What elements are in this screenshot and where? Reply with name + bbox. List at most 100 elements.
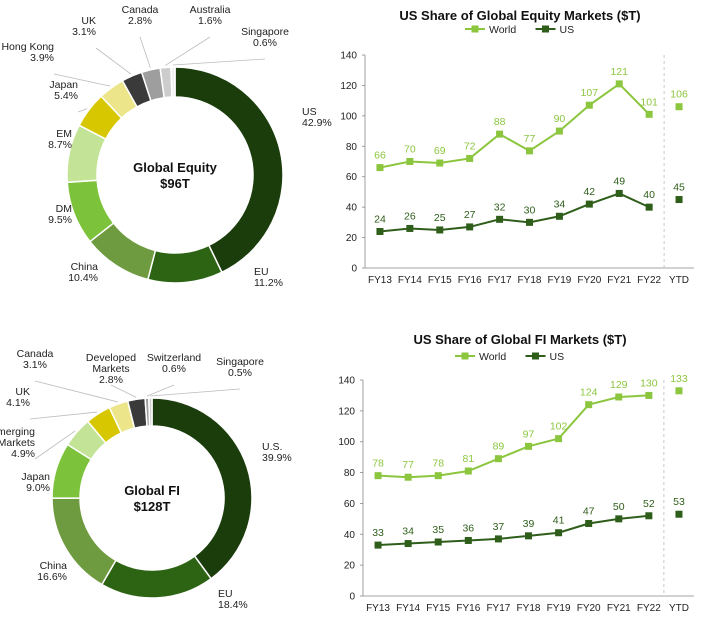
data-point: [496, 215, 504, 223]
data-label: 88: [494, 116, 506, 128]
data-label: 49: [613, 175, 625, 187]
data-point: [494, 535, 502, 543]
data-point: [585, 200, 593, 208]
data-label: 35: [432, 524, 444, 536]
x-tick-label: FY14: [396, 603, 420, 614]
slice-label-0: US: [302, 106, 317, 118]
data-point: [434, 538, 442, 546]
leader-line-9: [150, 388, 241, 397]
data-point: [374, 472, 382, 480]
legend-label-1: US: [560, 24, 575, 36]
data-point: [464, 536, 472, 544]
y-tick-label: 60: [346, 172, 358, 183]
data-label: 129: [610, 379, 628, 391]
data-point: [615, 515, 623, 523]
slice-label-4: EM: [56, 128, 72, 140]
data-point: [406, 224, 414, 232]
leader-line-5: [29, 411, 98, 420]
y-tick-label: 0: [349, 592, 355, 603]
data-point: [404, 473, 412, 481]
slice-value-7: 2.8%: [99, 374, 123, 386]
data-point: [555, 212, 563, 220]
slice-value-3: 9.0%: [26, 482, 50, 494]
data-label: 107: [581, 87, 599, 99]
slice-value-10: 0.6%: [253, 37, 277, 49]
slice-label-1: EU: [218, 588, 233, 600]
x-tick-label: YTD: [669, 603, 689, 614]
data-point: [645, 203, 653, 211]
legend-swatch-marker-1: [542, 25, 549, 33]
x-tick-label: FY16: [456, 603, 480, 614]
data-label: 78: [432, 458, 444, 470]
slice-label-9: Australia: [190, 4, 231, 16]
chart-title: US Share of Global FI Markets ($T): [413, 332, 626, 347]
data-label: 32: [494, 201, 506, 213]
slice-label-6: Canada: [17, 348, 54, 360]
data-point: [526, 147, 533, 155]
data-label: 52: [643, 498, 655, 510]
donut-center-value: $128T: [134, 499, 171, 514]
data-point: [555, 127, 563, 135]
slice-label-8: Switzerland: [147, 352, 201, 364]
data-point: [675, 510, 683, 518]
data-label: 25: [434, 212, 446, 224]
x-tick-label: FY14: [398, 275, 422, 286]
legend-label-0: World: [479, 351, 506, 363]
data-label: 36: [462, 522, 474, 534]
x-tick-label: FY15: [426, 603, 450, 614]
slice-label-9: Singapore: [216, 356, 264, 368]
data-point: [585, 401, 593, 409]
data-point: [525, 442, 532, 450]
line-chart-2: US Share of Global FI Markets ($T) World U…: [338, 332, 694, 614]
slice-value-5: 4.1%: [6, 397, 30, 409]
donut-center-title: Global Equity: [133, 160, 218, 175]
data-label: 106: [670, 89, 688, 101]
data-label: 39: [523, 518, 535, 530]
x-tick-label: FY22: [637, 603, 661, 614]
data-point: [615, 80, 623, 88]
data-label: 26: [404, 210, 416, 222]
data-point: [555, 435, 563, 443]
donut-center-value: $96T: [160, 176, 190, 191]
data-label: 53: [673, 496, 685, 508]
data-point: [585, 101, 593, 109]
data-label: 37: [493, 521, 505, 533]
slice-value-5: 5.4%: [54, 90, 78, 102]
data-label: 45: [673, 182, 685, 194]
data-point: [376, 164, 384, 172]
data-label: 33: [372, 527, 384, 539]
donut-center-title: Global FI: [124, 483, 180, 498]
series-line-world: [379, 82, 650, 169]
y-tick-label: 100: [338, 437, 355, 448]
data-point: [436, 159, 444, 167]
x-tick-label: FY19: [547, 275, 571, 286]
donut-slice-0: [151, 397, 253, 580]
data-point: [466, 223, 474, 231]
leader-line-5: [77, 108, 88, 113]
x-tick-label: FY20: [577, 603, 601, 614]
data-point: [496, 130, 504, 138]
data-point: [645, 110, 653, 118]
slice-label-2: China: [71, 261, 99, 273]
x-tick-label: FY21: [607, 275, 631, 286]
x-tick-label: FY15: [428, 275, 452, 286]
data-point: [434, 472, 442, 480]
slice-label-7: Markets: [92, 363, 129, 375]
data-point: [675, 196, 683, 204]
y-tick-label: 100: [340, 111, 357, 122]
slice-value-4: 4.9%: [11, 448, 35, 460]
x-tick-label: FY17: [486, 603, 510, 614]
leader-line-6: [53, 73, 111, 87]
slice-value-8: 0.6%: [162, 363, 186, 375]
data-label: 50: [613, 501, 625, 513]
data-label: 121: [610, 66, 628, 78]
donut-slice-1: [100, 555, 213, 599]
leader-line-4: [34, 430, 76, 460]
data-label: 81: [462, 453, 474, 465]
donut-slice-10: [170, 66, 176, 98]
data-point: [374, 541, 382, 549]
data-label: 90: [554, 113, 566, 125]
legend-label-0: World: [489, 24, 516, 36]
